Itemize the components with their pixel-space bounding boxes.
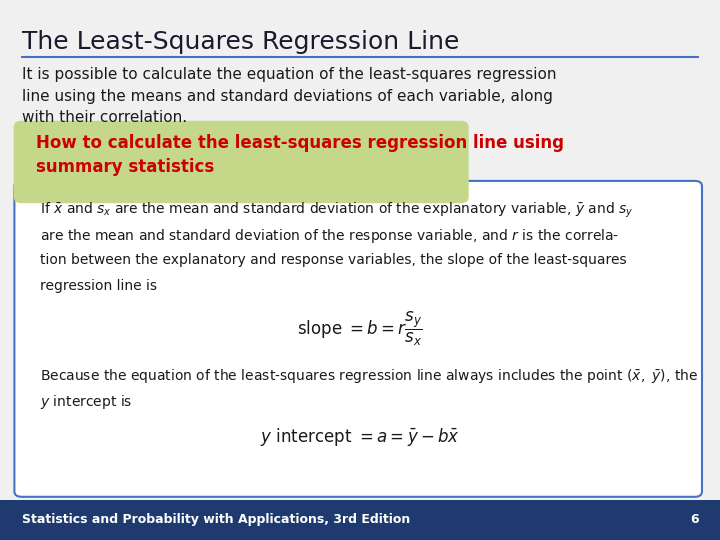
Text: Statistics and Probability with Applications, 3rd Edition: Statistics and Probability with Applicat… [22, 513, 410, 526]
Text: It is possible to calculate the equation of the least-squares regression
line us: It is possible to calculate the equation… [22, 68, 556, 125]
Bar [0, 500, 720, 540]
Text: are the mean and standard deviation of the response variable, and $r$ is the cor: are the mean and standard deviation of t… [40, 227, 618, 245]
Text: If $\bar{x}$ and $s_x$ are the mean and standard deviation of the explanatory va: If $\bar{x}$ and $s_x$ are the mean and … [40, 201, 633, 220]
Text: Because the equation of the least-squares regression line always includes the po: Because the equation of the least-square… [40, 367, 698, 385]
Text: tion between the explanatory and response variables, the slope of the least-squa: tion between the explanatory and respons… [40, 253, 626, 267]
Text: $y$ intercept $= a = \bar{y} - b\bar{x}$: $y$ intercept $= a = \bar{y} - b\bar{x}$ [260, 427, 460, 448]
Text: $y$ intercept is: $y$ intercept is [40, 393, 132, 411]
Text: slope $= b = r\dfrac{s_y}{s_x}$: slope $= b = r\dfrac{s_y}{s_x}$ [297, 310, 423, 348]
FancyBboxPatch shape [14, 181, 702, 497]
Text: How to calculate the least-squares regression line using
summary statistics: How to calculate the least-squares regre… [36, 134, 564, 176]
FancyBboxPatch shape [14, 122, 468, 202]
Text: The Least-Squares Regression Line: The Least-Squares Regression Line [22, 30, 459, 53]
Text: regression line is: regression line is [40, 279, 157, 293]
Text: 6: 6 [690, 513, 698, 526]
